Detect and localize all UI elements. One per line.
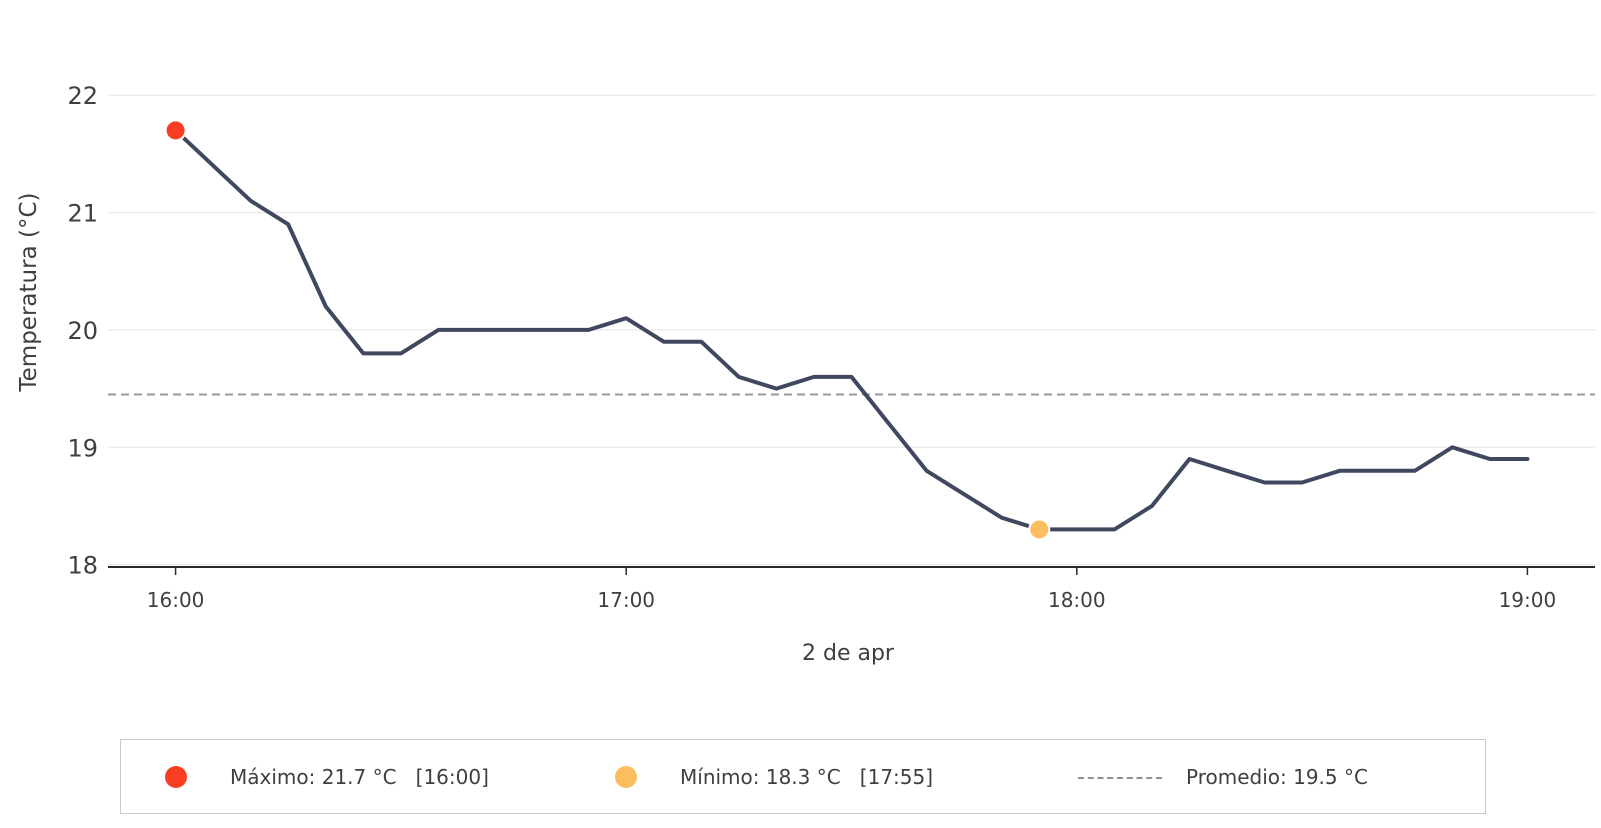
average-dash-icon	[1078, 777, 1162, 779]
y-tick-label: 19	[67, 434, 98, 462]
tick-label-layer: 18 19 20 21 22 16:00 17:00 18:00 19:00	[67, 82, 1556, 612]
y-tick-label: 22	[67, 82, 98, 110]
max-marker	[164, 119, 187, 142]
x-tick-label: 19:00	[1499, 588, 1557, 612]
legend-average-label: Promedio: 19.5 °C	[1186, 765, 1368, 789]
grid-lines	[108, 94, 1595, 566]
y-axis-label: Temperatura (°C)	[16, 193, 42, 393]
legend: Máximo: 21.7 °C [16:00] Mínimo: 18.3 °C …	[120, 739, 1486, 814]
series-layer	[173, 128, 1530, 532]
max-marker-icon	[165, 766, 187, 788]
legend-max-label: Máximo: 21.7 °C [16:00]	[230, 765, 489, 789]
x-tick-label: 17:00	[597, 588, 655, 612]
x-tick-label: 16:00	[147, 588, 205, 612]
axes-layer	[108, 566, 1595, 575]
marker-layer	[164, 119, 1051, 541]
legend-min-label: Mínimo: 18.3 °C [17:55]	[680, 765, 934, 789]
y-tick-label: 18	[67, 552, 98, 580]
x-tick-label: 18:00	[1048, 588, 1106, 612]
min-marker-icon	[615, 766, 637, 788]
min-marker	[1028, 518, 1051, 541]
y-tick-label: 21	[67, 200, 98, 228]
temperature-series-line	[173, 128, 1530, 532]
x-axis-label: 2 de apr	[802, 641, 895, 666]
y-tick-label: 20	[67, 317, 98, 345]
